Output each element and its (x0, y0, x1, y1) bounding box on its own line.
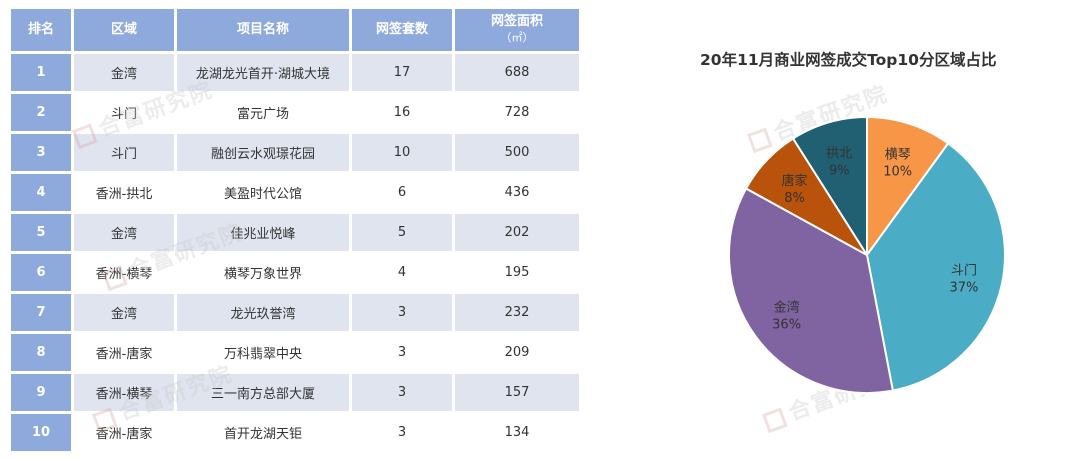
header-region: 区域 (74, 9, 174, 51)
ranking-table-wrap: 排名 区域 项目名称 网签套数 网签面积 （㎡） 1 金湾 龙湖龙光首开·湖城大境 1… (8, 6, 579, 454)
cell-rank: 6 (11, 254, 71, 291)
table-row: 10 香洲-唐家 首开龙湖天钜 3 134 (11, 414, 579, 451)
cell-project: 首开龙湖天钜 (177, 414, 349, 451)
header-project: 项目名称 (177, 9, 349, 51)
table-row: 9 香洲-横琴 三一南方总部大厦 3 157 (11, 374, 579, 411)
pie-slice-4 (791, 115, 868, 259)
cell-project: 富元广场 (177, 94, 349, 131)
cell-area: 157 (455, 374, 579, 411)
cell-units: 3 (352, 414, 452, 451)
pie-slice-pct-0: 10% (883, 165, 912, 180)
cell-region: 香洲-横琴 (74, 254, 174, 291)
table-row: 2 斗门 富元广场 16 728 (11, 94, 579, 131)
cell-region: 金湾 (74, 54, 174, 91)
pie-slice-2 (728, 187, 895, 394)
cell-rank: 2 (11, 94, 71, 131)
cell-region: 金湾 (74, 214, 174, 251)
pie-slice-label-3: 唐家 (782, 173, 808, 189)
cell-units: 5 (352, 214, 452, 251)
table-body: 1 金湾 龙湖龙光首开·湖城大境 17 688 2 斗门 富元广场 16 728 3 斗门 融创云水观璟… (11, 54, 579, 451)
cell-rank: 4 (11, 174, 71, 211)
pie-slice-pct-3: 8% (784, 191, 805, 206)
cell-project: 万科翡翠中央 (177, 334, 349, 371)
cell-region: 香洲-唐家 (74, 334, 174, 371)
cell-area: 436 (455, 174, 579, 211)
table-row: 8 香洲-唐家 万科翡翠中央 3 209 (11, 334, 579, 371)
cell-units: 16 (352, 94, 452, 131)
header-rank: 排名 (11, 9, 71, 51)
pie-slice-0 (866, 115, 950, 259)
cell-rank: 9 (11, 374, 71, 411)
cell-project: 龙光玖誉湾 (177, 294, 349, 331)
cell-project: 佳兆业悦峰 (177, 214, 349, 251)
watermark-logo-icon (762, 407, 788, 434)
cell-units: 17 (352, 54, 452, 91)
cell-region: 斗门 (74, 94, 174, 131)
cell-area: 688 (455, 54, 579, 91)
chart-title: 20年11月商业网签成交Top10分区域占比 (700, 51, 997, 69)
cell-rank: 3 (11, 134, 71, 171)
cell-region: 香洲-横琴 (74, 374, 174, 411)
cell-units: 3 (352, 334, 452, 371)
cell-rank: 10 (11, 414, 71, 451)
cell-rank: 7 (11, 294, 71, 331)
header-units: 网签套数 (352, 9, 452, 51)
pie-slice-label-0: 横琴 (885, 148, 911, 163)
cell-units: 3 (352, 294, 452, 331)
cell-units: 10 (352, 134, 452, 171)
cell-region: 金湾 (74, 294, 174, 331)
table-row: 5 金湾 佳兆业悦峰 5 202 (11, 214, 579, 251)
table-row: 7 金湾 龙光玖誉湾 3 232 (11, 294, 579, 331)
cell-area: 202 (455, 214, 579, 251)
cell-project: 三一南方总部大厦 (177, 374, 349, 411)
pie-slice-pct-2: 36% (772, 317, 801, 332)
cell-area: 500 (455, 134, 579, 171)
header-area-label: 网签面积 (490, 14, 543, 29)
cell-project: 龙湖龙光首开·湖城大境 (177, 54, 349, 91)
cell-area: 728 (455, 94, 579, 131)
ranking-table: 排名 区域 项目名称 网签套数 网签面积 （㎡） 1 金湾 龙湖龙光首开·湖城大境 1… (8, 6, 582, 454)
cell-units: 6 (352, 174, 452, 211)
table-row: 6 香洲-横琴 横琴万象世界 4 195 (11, 254, 579, 291)
cell-region: 香洲-拱北 (74, 174, 174, 211)
cell-project: 横琴万象世界 (177, 254, 349, 291)
header-area: 网签面积 （㎡） (455, 9, 579, 51)
cell-rank: 1 (11, 54, 71, 91)
pie-slice-label-1: 斗门 (951, 264, 977, 279)
pie-slice-label-2: 金湾 (774, 299, 800, 315)
cell-rank: 8 (11, 334, 71, 371)
cell-project: 美盈时代公馆 (177, 174, 349, 211)
cell-rank: 5 (11, 214, 71, 251)
pie-slice-pct-4: 9% (829, 164, 850, 179)
cell-region: 香洲-唐家 (74, 414, 174, 451)
pie-chart: 横琴 10% 斗门 37% 金湾 36% 唐家 8% 拱北 9% (728, 115, 1006, 394)
cell-area: 232 (455, 294, 579, 331)
table-row: 4 香洲-拱北 美盈时代公馆 6 436 (11, 174, 579, 211)
cell-region: 斗门 (74, 134, 174, 171)
pie-slice-label-4: 拱北 (826, 147, 852, 162)
cell-area: 195 (455, 254, 579, 291)
pie-slice-1 (865, 141, 1006, 392)
header-area-unit: （㎡） (500, 31, 534, 44)
cell-project: 融创云水观璟花园 (177, 134, 349, 171)
cell-units: 3 (352, 374, 452, 411)
table-row: 3 斗门 融创云水观璟花园 10 500 (11, 134, 579, 171)
table-row: 1 金湾 龙湖龙光首开·湖城大境 17 688 (11, 54, 579, 91)
cell-units: 4 (352, 254, 452, 291)
cell-area: 209 (455, 334, 579, 371)
table-header-row: 排名 区域 项目名称 网签套数 网签面积 （㎡） (11, 9, 579, 51)
cell-area: 134 (455, 414, 579, 451)
pie-slice-pct-1: 37% (950, 281, 979, 296)
